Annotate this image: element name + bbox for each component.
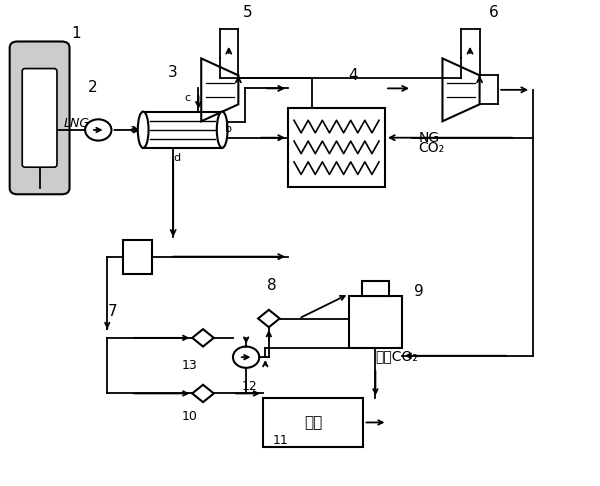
Text: NG: NG [419, 131, 440, 145]
Text: 2: 2 [88, 80, 97, 95]
Text: CO₂: CO₂ [419, 141, 445, 156]
Bar [263, 399, 364, 447]
Text: c: c [184, 93, 190, 103]
Text: 13: 13 [181, 359, 197, 372]
Text: 气体CO₂: 气体CO₂ [376, 349, 418, 363]
Text: b: b [224, 124, 232, 135]
Text: 5: 5 [242, 5, 252, 20]
Text: 4: 4 [348, 68, 358, 83]
Text: a: a [129, 124, 136, 135]
Text: 9: 9 [414, 284, 424, 299]
Bar [143, 112, 222, 148]
Text: 干冰: 干冰 [304, 415, 322, 430]
FancyBboxPatch shape [22, 69, 57, 167]
Bar [124, 240, 152, 274]
Text: LNG: LNG [64, 117, 90, 130]
Text: 7: 7 [108, 304, 118, 319]
Text: 12: 12 [241, 380, 257, 393]
Text: 6: 6 [488, 5, 498, 20]
Text: 11: 11 [273, 434, 289, 447]
Text: 10: 10 [182, 410, 198, 423]
FancyBboxPatch shape [10, 41, 70, 194]
Ellipse shape [217, 112, 227, 148]
Text: 1: 1 [71, 26, 81, 41]
Bar [362, 281, 389, 296]
Text: 3: 3 [167, 65, 178, 80]
Text: 8: 8 [267, 278, 277, 293]
Text: d: d [173, 153, 180, 163]
Ellipse shape [138, 112, 149, 148]
Bar [288, 108, 385, 187]
Bar [349, 296, 402, 348]
